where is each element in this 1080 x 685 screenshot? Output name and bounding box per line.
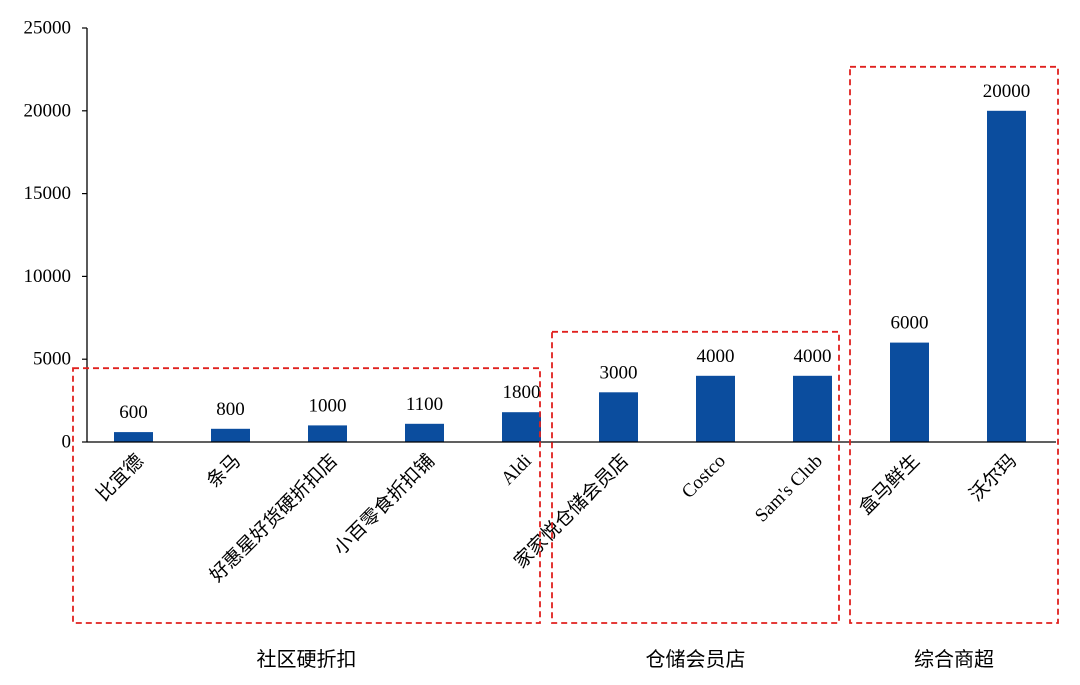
bar: [211, 428, 250, 442]
y-axis-ticks: 0 5000 10000 15000 20000 25000: [24, 18, 87, 453]
group-box: [72, 367, 541, 624]
y-tick-label: 25000: [24, 18, 72, 39]
y-tick-label: 15000: [24, 183, 72, 204]
data-label: 4000: [794, 346, 832, 367]
data-label: 1800: [503, 382, 541, 403]
data-label: 4000: [697, 346, 735, 367]
data-label: 3000: [600, 362, 638, 383]
group-box: [551, 330, 840, 624]
group-label: 仓储会员店: [646, 648, 746, 671]
y-tick-label: 0: [62, 432, 72, 453]
group-label: 社区硬折扣: [257, 648, 357, 671]
axes: [86, 28, 1056, 443]
bar: [793, 375, 832, 442]
y-tick-label: 10000: [24, 266, 72, 287]
bar: [114, 432, 153, 442]
data-label: 800: [216, 399, 245, 420]
bar: [405, 423, 444, 442]
bar: [308, 425, 347, 442]
bar: [696, 375, 735, 442]
bar-series: [114, 110, 1026, 443]
data-label: 6000: [891, 313, 929, 334]
data-label: 600: [119, 402, 148, 423]
bar: [599, 392, 638, 442]
data-label: 1100: [406, 394, 443, 415]
data-label: 1000: [309, 395, 347, 416]
bar: [502, 412, 541, 442]
group-box: [849, 65, 1059, 624]
data-label: 20000: [983, 81, 1031, 102]
bar: [890, 342, 929, 442]
group-boxes: [72, 65, 1059, 624]
group-labels: 社区硬折扣 仓储会员店 综合商超: [257, 648, 995, 671]
group-label: 综合商超: [914, 648, 994, 671]
bar: [987, 110, 1026, 443]
data-labels: 600 800 1000 1100 1800 3000 4000 4000 6000 20000: [119, 81, 1030, 423]
y-tick-label: 20000: [24, 100, 72, 121]
y-tick-label: 5000: [33, 349, 71, 370]
